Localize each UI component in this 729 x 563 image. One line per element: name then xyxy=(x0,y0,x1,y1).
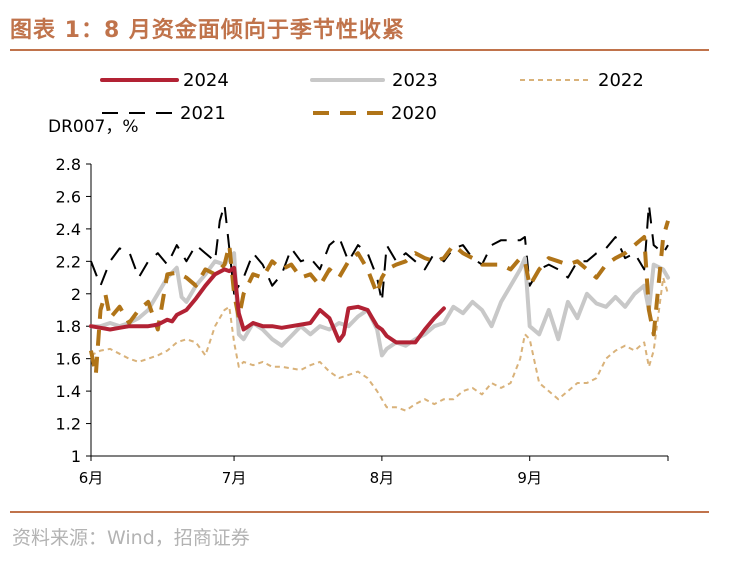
series-line-2022 xyxy=(90,276,669,412)
series-line-2021 xyxy=(90,203,669,303)
y-tick-label: 1.2 xyxy=(56,415,81,434)
y-tick-label: 1.8 xyxy=(56,317,81,336)
y-tick-label: 1.6 xyxy=(56,350,81,369)
title-underline xyxy=(10,49,709,51)
x-tick-label: 8月 xyxy=(370,469,395,487)
x-tick-label: 7月 xyxy=(222,469,247,487)
series-line-2024 xyxy=(89,265,446,345)
chart-series xyxy=(89,203,670,412)
y-tick-label: 2.6 xyxy=(56,187,81,206)
legend-label-2021: 2021 xyxy=(180,103,226,124)
x-tick-label: 9月 xyxy=(517,469,542,487)
y-tick-label: 1.4 xyxy=(56,382,81,401)
y-tick-label: 2.4 xyxy=(56,220,81,239)
y-tick-label: 2 xyxy=(71,285,81,304)
legend-label-2022: 2022 xyxy=(598,70,644,91)
y-tick-label: 2.8 xyxy=(56,155,81,174)
series-line-2023 xyxy=(89,251,670,358)
y-axis-label: DR007，% xyxy=(48,117,139,137)
chart-title: 图表 1：8 月资金面倾向于季节性收紧 xyxy=(10,18,405,43)
legend-label-2024: 2024 xyxy=(183,70,229,91)
legend-label-2023: 2023 xyxy=(392,70,438,91)
source-note: 资料来源：Wind，招商证券 xyxy=(12,527,250,549)
y-tick-label: 2.2 xyxy=(56,252,81,271)
series-line-2020 xyxy=(89,220,670,377)
legend-label-2020: 2020 xyxy=(391,103,437,124)
chart-axes: 1 1.2 1.4 1.6 1.8 2 2.2 2.4 2.6 2.8 6月 7月 8月 9月 xyxy=(56,155,669,487)
chart-legend: 2024 2023 2022 2021 2020 xyxy=(100,70,644,124)
y-tick-label: 1 xyxy=(71,447,81,466)
source-separator xyxy=(10,511,709,513)
x-tick-label: 6月 xyxy=(79,469,104,487)
